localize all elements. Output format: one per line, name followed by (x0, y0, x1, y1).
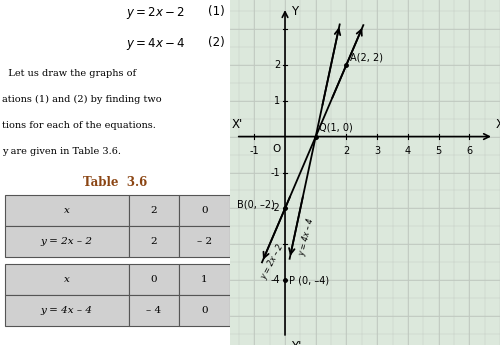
Text: (1): (1) (208, 5, 225, 18)
Text: 2: 2 (150, 206, 157, 215)
Text: 2: 2 (274, 60, 280, 70)
Text: 0: 0 (201, 306, 208, 315)
Bar (128, 295, 179, 326)
Text: 2: 2 (150, 237, 157, 246)
Text: 2: 2 (344, 146, 349, 156)
Text: 3: 3 (374, 146, 380, 156)
Text: O: O (272, 145, 280, 155)
Text: 1: 1 (201, 275, 208, 284)
Text: (2): (2) (208, 36, 225, 49)
Text: -4: -4 (271, 275, 280, 285)
Text: X: X (496, 118, 500, 131)
Text: 6: 6 (466, 146, 472, 156)
Text: $y = 2x - 2$: $y = 2x - 2$ (126, 5, 186, 21)
Text: x: x (64, 275, 70, 284)
Text: tions for each of the equations.: tions for each of the equations. (2, 121, 156, 130)
Bar (179, 295, 230, 326)
Text: y = 4x – 4: y = 4x – 4 (40, 306, 92, 315)
Text: Q(1, 0): Q(1, 0) (320, 123, 353, 133)
Text: – 2: – 2 (197, 237, 212, 246)
Bar (128, 226, 179, 257)
Bar (179, 226, 230, 257)
Text: -2: -2 (270, 204, 280, 214)
Text: – 4: – 4 (146, 306, 162, 315)
Text: y = 2x – 2: y = 2x – 2 (40, 237, 92, 246)
Bar (179, 195, 230, 226)
Text: -1: -1 (250, 146, 259, 156)
Bar (4, 195, 128, 226)
Text: ations (1) and (2) by finding two: ations (1) and (2) by finding two (2, 95, 162, 104)
Text: x: x (64, 206, 70, 215)
Bar (4, 295, 128, 326)
Text: B(0, –2): B(0, –2) (238, 200, 276, 210)
Text: $y = 4x - 4$: $y = 4x - 4$ (126, 36, 186, 52)
Text: Let us draw the graphs of: Let us draw the graphs of (2, 69, 136, 78)
Text: -1: -1 (271, 168, 280, 177)
Text: X': X' (232, 118, 243, 131)
Bar (128, 195, 179, 226)
Text: P (0, –4): P (0, –4) (288, 275, 329, 285)
Text: A(2, 2): A(2, 2) (350, 53, 383, 63)
Text: y = 4x – 4: y = 4x – 4 (298, 217, 316, 257)
Text: y are given in Table 3.6.: y are given in Table 3.6. (2, 147, 122, 156)
Text: 4: 4 (405, 146, 411, 156)
Bar (179, 264, 230, 295)
Text: 0: 0 (201, 206, 208, 215)
Bar (4, 226, 128, 257)
Text: 5: 5 (436, 146, 442, 156)
Text: 0: 0 (150, 275, 157, 284)
Bar (4, 264, 128, 295)
Text: Y: Y (290, 6, 298, 18)
Text: Table  3.6: Table 3.6 (82, 176, 147, 189)
Text: Y': Y' (290, 339, 301, 345)
Bar (128, 264, 179, 295)
Text: 1: 1 (274, 96, 280, 106)
Text: y = 2x – 2: y = 2x – 2 (259, 243, 285, 282)
